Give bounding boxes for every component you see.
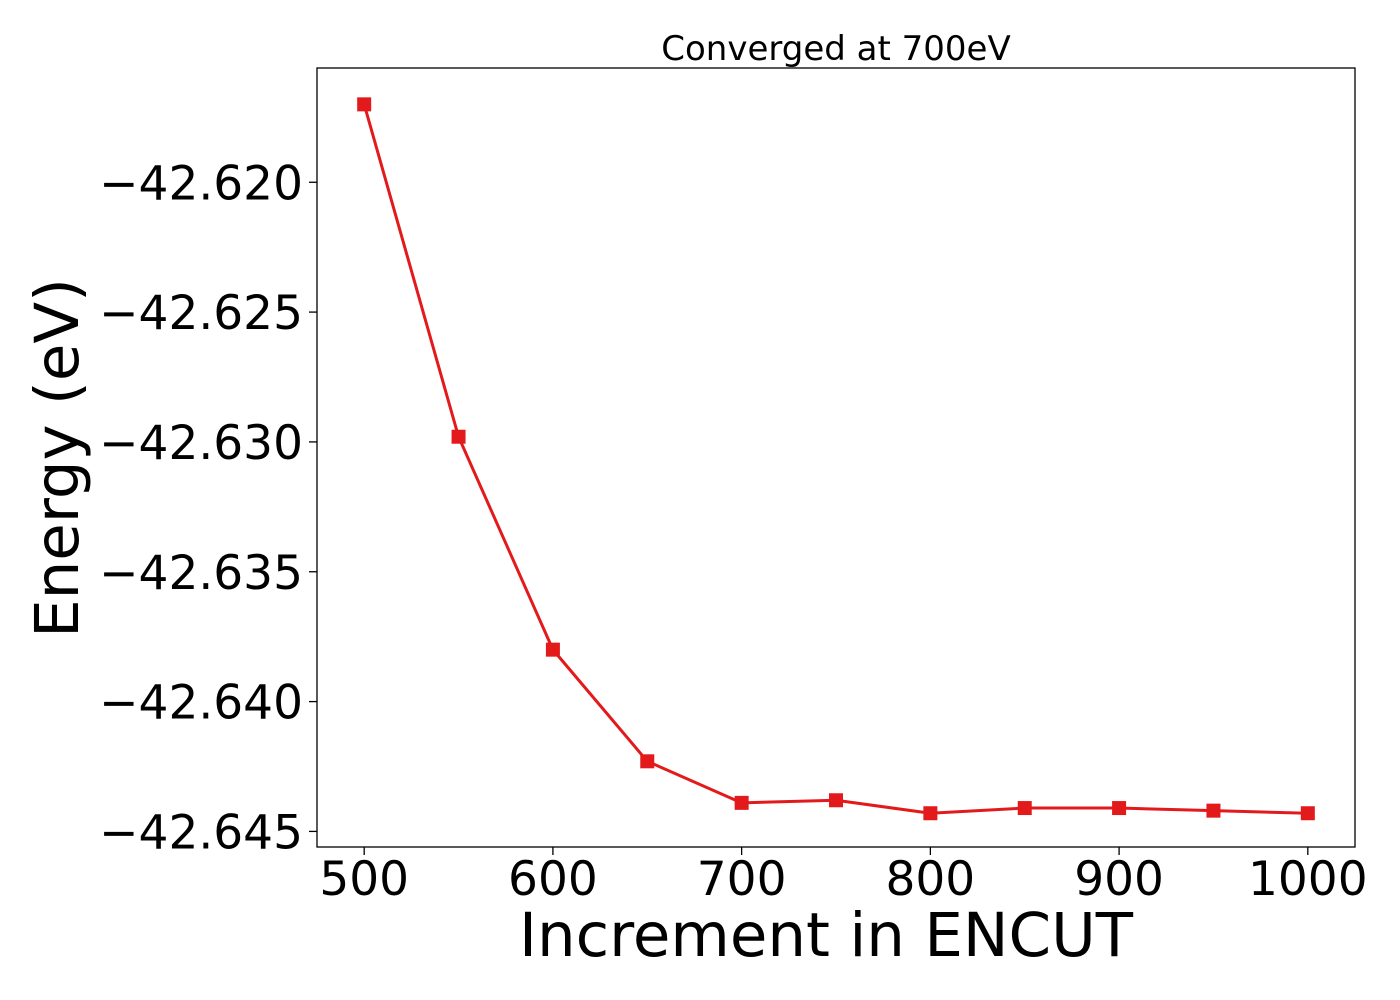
x-tick-label: 800 <box>886 852 976 907</box>
data-point-marker <box>357 97 372 112</box>
data-point-marker <box>829 793 843 808</box>
x-tick-label: 700 <box>697 852 787 907</box>
data-point-marker <box>640 754 655 769</box>
x-axis-ticks: 500 600 700 800 900 1000 <box>319 847 1368 907</box>
data-point-marker <box>734 795 749 810</box>
y-tick-label: −42.640 <box>99 676 303 731</box>
x-tick-label: 600 <box>508 852 598 907</box>
y-axis-ticks: −42.620 −42.625 −42.630 −42.635 −42.640 −42.6… <box>99 156 317 860</box>
data-point-marker <box>1017 801 1032 816</box>
plot-background <box>317 68 1355 847</box>
data-point-marker <box>1300 806 1315 821</box>
plot-frame <box>316 67 1356 848</box>
data-point-marker <box>923 806 938 821</box>
data-point-marker <box>1112 801 1127 816</box>
data-point-marker <box>451 429 466 444</box>
y-tick-label: −42.620 <box>99 156 303 211</box>
x-axis-title: Increment in ENCUT <box>519 900 1134 971</box>
series-group <box>357 97 1315 821</box>
y-tick-label: −42.630 <box>99 416 303 471</box>
y-tick-label: −42.645 <box>99 805 303 860</box>
chart-title: Converged at 700eV <box>661 29 1010 69</box>
y-axis-title: Energy (eV) <box>22 278 93 638</box>
x-tick-label: 900 <box>1074 852 1164 907</box>
x-tick-label: 500 <box>319 852 409 907</box>
y-tick-label: −42.625 <box>99 286 303 341</box>
data-point-marker <box>545 642 560 657</box>
x-tick-label: 1000 <box>1248 852 1368 907</box>
data-point-marker <box>1206 803 1221 818</box>
y-tick-label: −42.635 <box>99 546 303 601</box>
